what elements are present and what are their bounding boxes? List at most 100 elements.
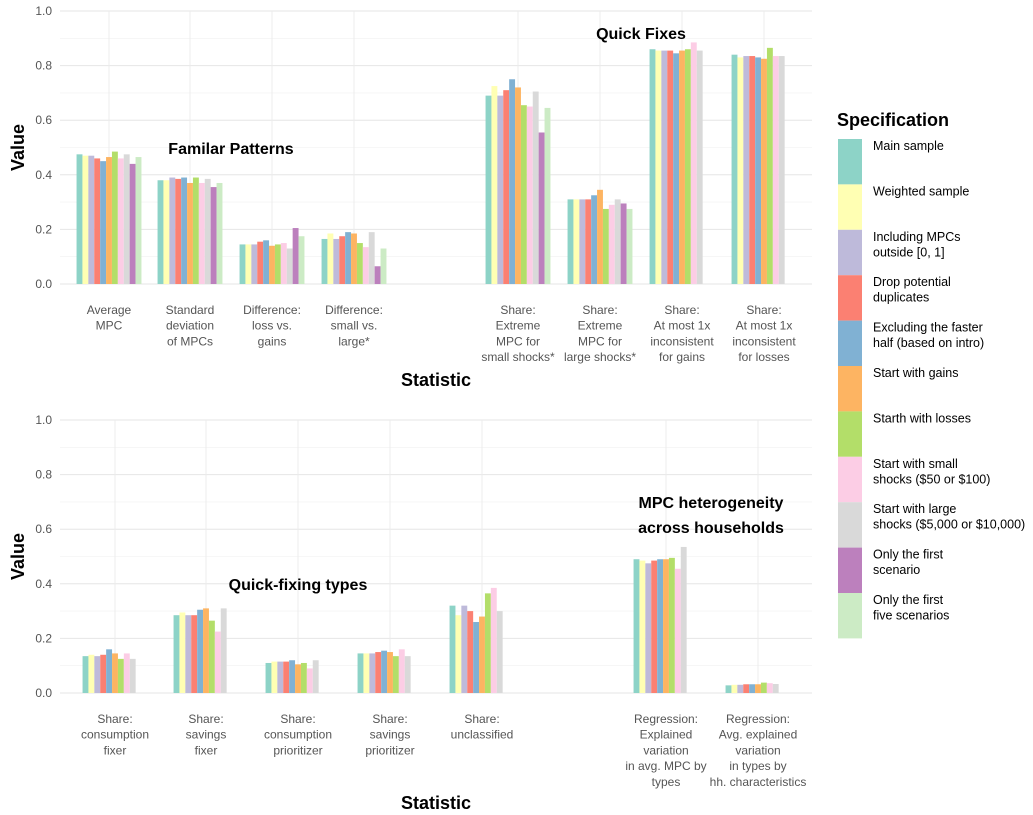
category-label: variation xyxy=(735,743,780,757)
bar xyxy=(538,132,545,284)
bar xyxy=(173,615,180,693)
bar xyxy=(286,248,293,284)
legend-swatch xyxy=(838,229,862,276)
bar xyxy=(117,158,124,284)
bar xyxy=(645,563,652,693)
category-label: Average xyxy=(87,303,132,317)
legend-swatch xyxy=(838,184,862,230)
legend-swatch xyxy=(838,502,862,548)
bar xyxy=(381,650,388,693)
legend-label: Including MPCs xyxy=(873,230,961,244)
group-annotation: Familar Patterns xyxy=(168,141,293,158)
bar xyxy=(668,557,675,693)
bar xyxy=(573,199,580,284)
category-label: in avg. MPC by xyxy=(625,759,706,773)
y-tick-label: 0.0 xyxy=(35,686,52,700)
category-label: gains xyxy=(258,334,287,348)
category-label: Share: xyxy=(500,303,535,317)
bar xyxy=(82,656,89,693)
bar xyxy=(163,180,170,284)
bar xyxy=(497,95,504,284)
bar xyxy=(673,53,680,284)
y-tick-label: 0.6 xyxy=(35,113,52,127)
bar xyxy=(392,656,399,693)
legend-label: outside [0, 1] xyxy=(873,245,945,259)
chart-panel-2: 0.00.20.40.60.81.0Share:consumptionfixer… xyxy=(8,413,812,813)
legend-label: Drop potential xyxy=(873,275,951,289)
y-tick-label: 0.4 xyxy=(35,168,52,182)
y-tick-label: 0.4 xyxy=(35,577,52,591)
bar xyxy=(484,593,491,693)
bar xyxy=(772,683,779,693)
bar xyxy=(251,244,258,284)
y-axis-title: Value xyxy=(8,533,28,580)
legend-swatch xyxy=(838,139,862,185)
category-label: types xyxy=(652,775,681,789)
bar xyxy=(112,653,118,693)
category-label: hh. characteristics xyxy=(710,775,807,789)
bar xyxy=(157,180,164,284)
bar xyxy=(82,155,89,284)
bar xyxy=(321,238,328,284)
bar xyxy=(760,682,767,693)
category-label: Standard xyxy=(166,303,215,317)
legend-label: five scenarios xyxy=(873,609,949,623)
bar xyxy=(368,232,375,284)
bar xyxy=(192,177,199,284)
bar xyxy=(380,248,387,284)
category-label: Extreme xyxy=(578,319,623,333)
bar xyxy=(88,155,95,284)
bar xyxy=(292,228,299,284)
bar xyxy=(602,208,609,284)
category-label: Explained xyxy=(640,728,693,742)
category-label: savings xyxy=(370,728,411,742)
bar xyxy=(725,685,732,693)
bar xyxy=(333,238,340,284)
category-label: Difference: xyxy=(325,303,383,317)
bar xyxy=(743,684,750,693)
bar xyxy=(265,662,272,693)
bar xyxy=(597,189,603,284)
legend-label: Only the first xyxy=(873,548,944,562)
y-tick-label: 1.0 xyxy=(35,4,52,18)
legend-swatch xyxy=(838,411,862,457)
bar xyxy=(731,54,738,285)
bar xyxy=(667,50,674,285)
bar xyxy=(743,56,750,284)
bar xyxy=(289,660,296,693)
bar xyxy=(179,612,186,693)
bar xyxy=(680,546,687,693)
legend-label: half (based on intro) xyxy=(873,336,984,350)
bar xyxy=(123,154,130,284)
category-label: variation xyxy=(643,743,688,757)
bar xyxy=(277,661,284,693)
legend-swatch xyxy=(838,456,862,503)
bar xyxy=(123,653,130,693)
bar xyxy=(532,91,539,284)
bar xyxy=(357,653,364,693)
bar xyxy=(181,177,188,284)
legend-label: Start with gains xyxy=(873,366,958,380)
bar xyxy=(696,50,703,285)
bar xyxy=(220,608,227,693)
category-label: Avg. explained xyxy=(719,728,798,742)
bar xyxy=(755,57,762,284)
bar xyxy=(263,240,270,284)
bar xyxy=(327,233,334,284)
legend-swatch xyxy=(838,593,862,639)
bar xyxy=(135,157,142,284)
category-label: Difference: xyxy=(243,303,301,317)
category-label: Share: xyxy=(97,712,132,726)
bar xyxy=(749,684,756,693)
legend-label: Only the first xyxy=(873,593,944,607)
category-label: Share: xyxy=(372,712,407,726)
legend-swatch xyxy=(838,275,862,321)
y-tick-label: 0.6 xyxy=(35,522,52,536)
bar xyxy=(473,622,480,693)
category-label: MPC for xyxy=(578,334,622,348)
bar xyxy=(655,50,662,285)
bar xyxy=(620,203,627,284)
bar xyxy=(185,615,192,693)
bar xyxy=(544,107,551,284)
